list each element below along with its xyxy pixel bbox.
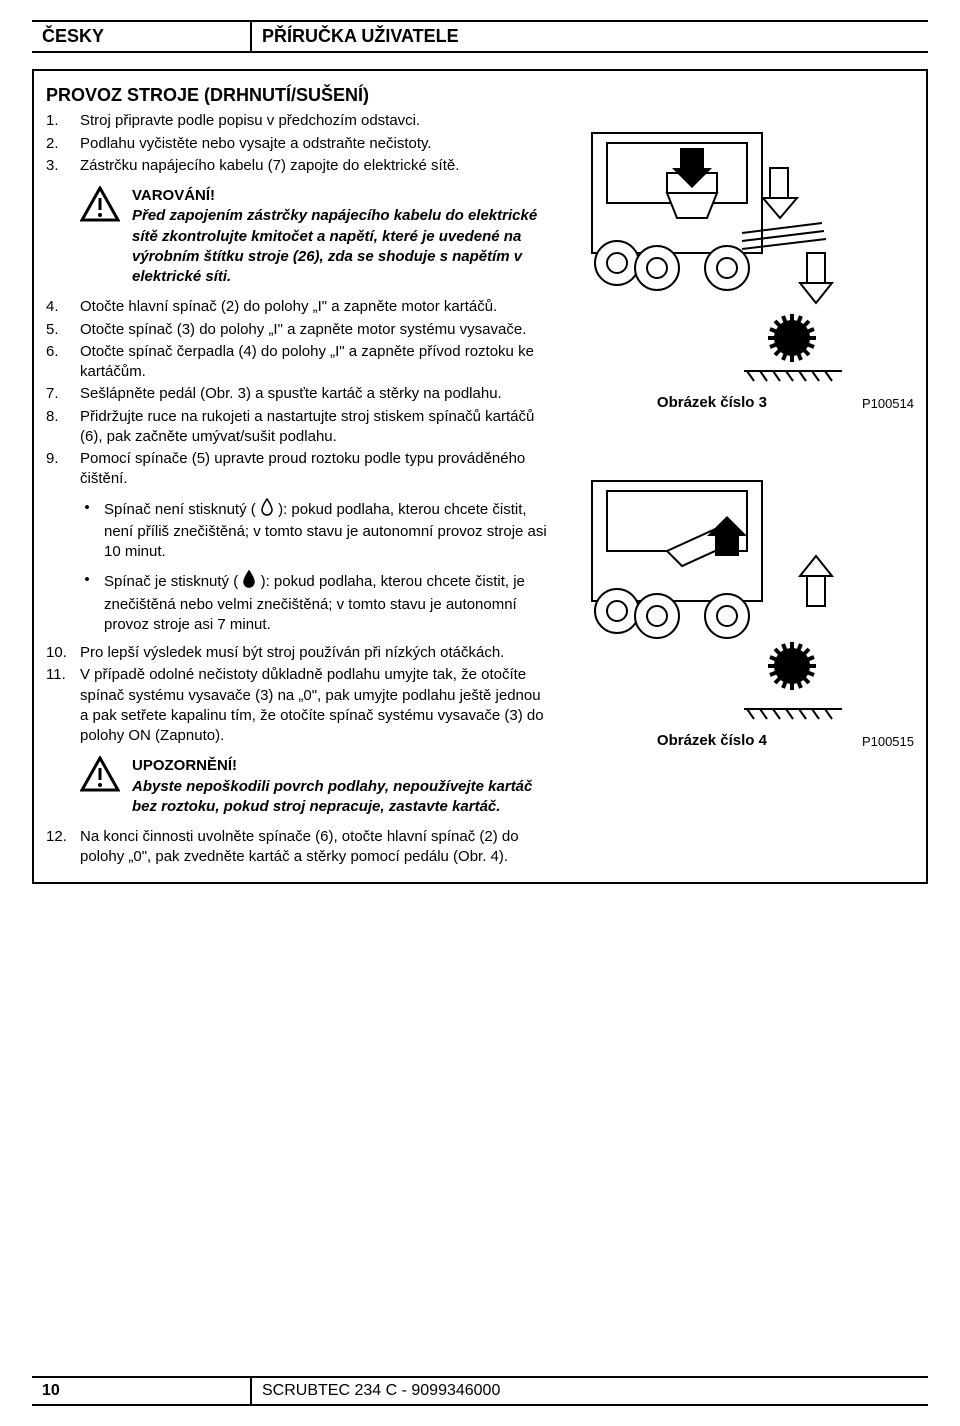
bullet-dot: • bbox=[80, 570, 94, 635]
list-item: 2.Podlahu vyčistěte nebo vysajte a odstr… bbox=[46, 134, 552, 154]
figure-4-diagram bbox=[572, 451, 852, 721]
figure-wrap: Obrázek číslo 4 P100515 bbox=[572, 451, 914, 749]
item-text: Otočte hlavní spínač (2) do polohy „I" a… bbox=[80, 297, 552, 317]
item-number: 6. bbox=[46, 342, 80, 383]
figure-3-code: P100514 bbox=[862, 396, 914, 411]
item-number: 3. bbox=[46, 156, 80, 176]
figure-4: Obrázek číslo 4 P100515 bbox=[572, 451, 914, 749]
item-number: 1. bbox=[46, 111, 80, 131]
figure-4-code: P100515 bbox=[862, 734, 914, 749]
figure-4-caption: Obrázek číslo 4 bbox=[572, 732, 852, 749]
list-item: 4.Otočte hlavní spínač (2) do polohy „I"… bbox=[46, 297, 552, 317]
page: ČESKY PŘÍRUČKA UŽIVATELE PROVOZ STROJE (… bbox=[0, 0, 960, 1426]
warning-text: Před zapojením zástrčky napájecího kabel… bbox=[132, 206, 552, 287]
sub-bullets: • Spínač není stisknutý ( ): pokud podla… bbox=[80, 498, 552, 636]
item-number: 11. bbox=[46, 665, 80, 746]
bullet-pre: Spínač je stisknutý ( bbox=[104, 573, 238, 590]
item-number: 9. bbox=[46, 449, 80, 490]
warning-block: VAROVÁNÍ! Před zapojením zástrčky napáje… bbox=[80, 186, 552, 287]
item-number: 8. bbox=[46, 407, 80, 448]
item-text: Na konci činnosti uvolněte spínače (6), … bbox=[80, 827, 552, 868]
list-item: 7.Sešlápněte pedál (Obr. 3) a spusťte ka… bbox=[46, 384, 552, 404]
content-box: PROVOZ STROJE (DRHNUTÍ/SUŠENÍ) 1.Stroj p… bbox=[32, 69, 928, 884]
bullet-dot: • bbox=[80, 498, 94, 563]
item-text: Stroj připravte podle popisu v předchozí… bbox=[80, 111, 552, 131]
caution-title: UPOZORNĚNÍ! bbox=[132, 756, 552, 776]
item-text: Otočte spínač (3) do polohy „I" a zapnět… bbox=[80, 320, 552, 340]
list-item: 11.V případě odolné nečistoty důkladně p… bbox=[46, 665, 552, 746]
header-language: ČESKY bbox=[32, 22, 252, 51]
warning-title: VAROVÁNÍ! bbox=[132, 186, 552, 206]
footer-page-number: 10 bbox=[32, 1378, 252, 1404]
list-item: 10.Pro lepší výsledek musí být stroj pou… bbox=[46, 643, 552, 663]
item-text: Pomocí spínače (5) upravte proud roztoku… bbox=[80, 449, 552, 490]
header-row: ČESKY PŘÍRUČKA UŽIVATELE bbox=[32, 20, 928, 53]
bullet-item: • Spínač je stisknutý ( ): pokud podlaha… bbox=[80, 570, 552, 635]
bullet-item: • Spínač není stisknutý ( ): pokud podla… bbox=[80, 498, 552, 563]
item-text: Pro lepší výsledek musí být stroj použív… bbox=[80, 643, 552, 663]
item-text: Zástrčku napájecího kabelu (7) zapojte d… bbox=[80, 156, 552, 176]
figure-3-diagram bbox=[572, 113, 852, 383]
caution-body: UPOZORNĚNÍ! Abyste nepoškodili povrch po… bbox=[132, 756, 552, 817]
drop-icon bbox=[242, 570, 256, 594]
figure-3: Obrázek číslo 3 P100514 bbox=[572, 113, 914, 411]
item-text: Otočte spínač čerpadla (4) do polohy „I"… bbox=[80, 342, 552, 383]
item-text: V případě odolné nečistoty důkladně podl… bbox=[80, 665, 552, 746]
footer-row: 10 SCRUBTEC 234 C - 9099346000 bbox=[32, 1376, 928, 1406]
right-column: Obrázek číslo 3 P100514 bbox=[572, 83, 914, 870]
list-item: 6.Otočte spínač čerpadla (4) do polohy „… bbox=[46, 342, 552, 383]
item-text: Sešlápněte pedál (Obr. 3) a spusťte kart… bbox=[80, 384, 552, 404]
section-title: PROVOZ STROJE (DRHNUTÍ/SUŠENÍ) bbox=[46, 83, 552, 107]
item-text: Přidržujte ruce na rukojeti a nastartujt… bbox=[80, 407, 552, 448]
list-item: 1.Stroj připravte podle popisu v předcho… bbox=[46, 111, 552, 131]
item-number: 12. bbox=[46, 827, 80, 868]
item-number: 7. bbox=[46, 384, 80, 404]
list-mid: 4.Otočte hlavní spínač (2) do polohy „I"… bbox=[46, 297, 552, 489]
drop-icon bbox=[260, 498, 274, 522]
warning-body: VAROVÁNÍ! Před zapojením zástrčky napáje… bbox=[132, 186, 552, 287]
footer-model: SCRUBTEC 234 C - 9099346000 bbox=[252, 1378, 928, 1404]
item-text: Podlahu vyčistěte nebo vysajte a odstraň… bbox=[80, 134, 552, 154]
warning-triangle-icon bbox=[80, 186, 120, 287]
list-item: 5.Otočte spínač (3) do polohy „I" a zapn… bbox=[46, 320, 552, 340]
warning-triangle-icon bbox=[80, 756, 120, 817]
left-column: PROVOZ STROJE (DRHNUTÍ/SUŠENÍ) 1.Stroj p… bbox=[46, 83, 552, 870]
list-item: 12.Na konci činnosti uvolněte spínače (6… bbox=[46, 827, 552, 868]
item-number: 4. bbox=[46, 297, 80, 317]
list-item: 8.Přidržujte ruce na rukojeti a nastartu… bbox=[46, 407, 552, 448]
item-number: 5. bbox=[46, 320, 80, 340]
item-number: 2. bbox=[46, 134, 80, 154]
item-number: 10. bbox=[46, 643, 80, 663]
list-item: 3.Zástrčku napájecího kabelu (7) zapojte… bbox=[46, 156, 552, 176]
list-item: 9.Pomocí spínače (5) upravte proud rozto… bbox=[46, 449, 552, 490]
bullet-pre: Spínač není stisknutý ( bbox=[104, 501, 256, 518]
bullet-text: Spínač není stisknutý ( ): pokud podlaha… bbox=[104, 498, 552, 563]
caution-text: Abyste nepoškodili povrch podlahy, nepou… bbox=[132, 777, 552, 818]
list-top: 1.Stroj připravte podle popisu v předcho… bbox=[46, 111, 552, 176]
header-title: PŘÍRUČKA UŽIVATELE bbox=[252, 22, 928, 51]
list-bot2: 12.Na konci činnosti uvolněte spínače (6… bbox=[46, 827, 552, 868]
caution-block: UPOZORNĚNÍ! Abyste nepoškodili povrch po… bbox=[80, 756, 552, 817]
figure-3-caption: Obrázek číslo 3 bbox=[572, 394, 852, 411]
figure-wrap: Obrázek číslo 3 P100514 bbox=[572, 113, 914, 411]
list-bot1: 10.Pro lepší výsledek musí být stroj pou… bbox=[46, 643, 552, 746]
bullet-text: Spínač je stisknutý ( ): pokud podlaha, … bbox=[104, 570, 552, 635]
